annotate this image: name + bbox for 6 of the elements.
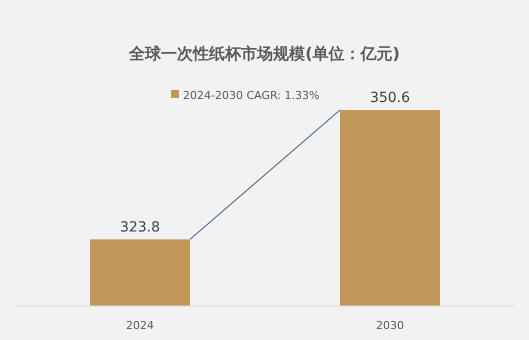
x-tick-label: 2030 (376, 319, 404, 332)
chart-title: 全球一次性纸杯市场规模(单位：亿元) (128, 44, 400, 63)
data-label: 350.6 (370, 90, 410, 106)
legend-label: 2024-2030 CAGR: 1.33% (183, 89, 320, 102)
x-tick-label: 2024 (126, 319, 154, 332)
data-label: 323.8 (120, 219, 160, 236)
